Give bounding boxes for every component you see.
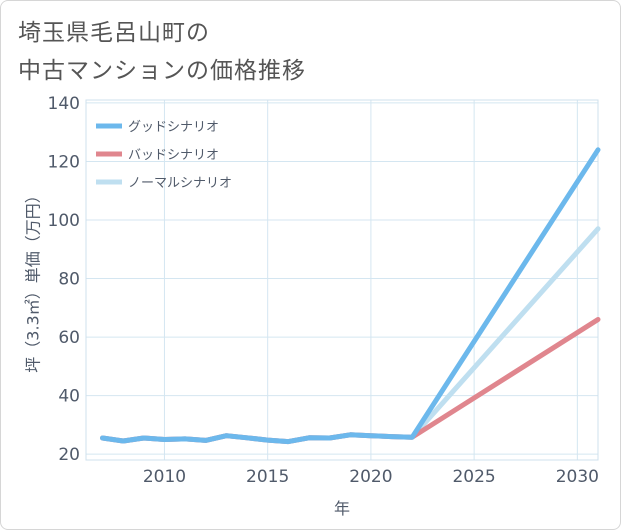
y-tick-label: 20	[58, 445, 80, 465]
series-line-0	[100, 147, 601, 445]
legend-label: バッドシナリオ	[128, 148, 219, 163]
y-tick-label: 140	[48, 94, 80, 114]
chart-title-line-1: 埼玉県毛呂山町の	[18, 20, 210, 46]
series-line-1	[100, 317, 601, 445]
x-tick-label: 2030	[556, 467, 599, 487]
y-tick-label: 120	[48, 152, 80, 172]
chart-title: 埼玉県毛呂山町の 中古マンションの価格推移	[18, 14, 306, 90]
x-tick-label: 2015	[246, 467, 289, 487]
x-tick-label: 2010	[143, 467, 186, 487]
y-tick-label: 80	[58, 270, 80, 290]
y-axis-title: 坪（3.3㎡）単価（万円）	[24, 187, 43, 372]
plot-border	[85, 99, 599, 461]
y-tick-label: 60	[58, 328, 80, 348]
x-axis: 2010 2015 2020 2025 2030	[143, 467, 599, 487]
grid	[86, 100, 598, 460]
series-lines	[100, 147, 601, 445]
chart-title-line-2: 中古マンションの価格推移	[18, 58, 306, 84]
x-axis-title: 年	[334, 499, 350, 518]
x-tick-label: 2025	[452, 467, 495, 487]
y-axis: 20 40 60 80 100 120 140	[48, 94, 80, 465]
y-tick-label: 100	[48, 211, 80, 231]
x-tick-label: 2020	[349, 467, 392, 487]
y-tick-label: 40	[58, 387, 80, 407]
legend-label: ノーマルシナリオ	[128, 176, 232, 191]
legend-label: グッドシナリオ	[128, 120, 219, 135]
